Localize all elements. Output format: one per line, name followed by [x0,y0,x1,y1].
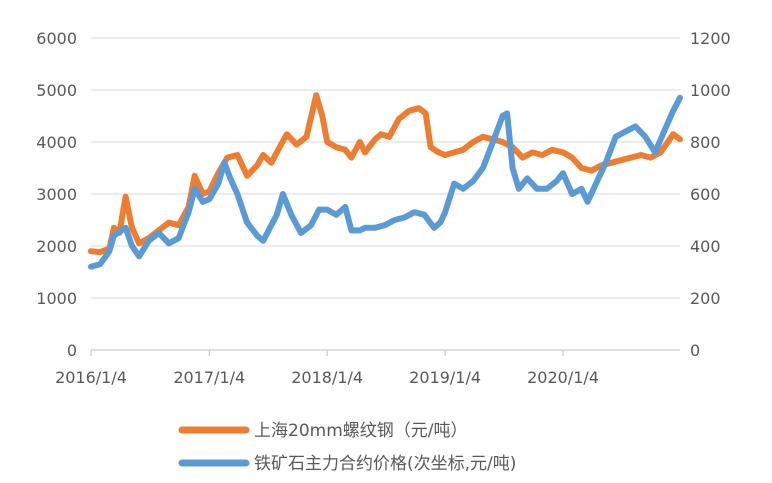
right-tick-label: 800 [690,133,721,152]
right-tick-label: 200 [690,289,721,308]
legend: 上海20mm螺纹钢（元/吨） 铁矿石主力合约价格(次坐标,元/吨) [178,421,516,474]
left-tick-label: 4000 [36,133,77,152]
left-tick-label: 6000 [36,29,77,48]
left-axis-tick-labels: 0 1000 2000 3000 4000 5000 6000 [36,29,77,360]
right-tick-label: 400 [690,237,721,256]
left-tick-label: 0 [67,341,77,360]
right-tick-label: 1200 [690,29,731,48]
legend-label-iron-ore: 铁矿石主力合约价格(次坐标,元/吨) [254,454,516,474]
left-tick-label: 1000 [36,289,77,308]
x-tick-label: 2019/1/4 [409,368,481,387]
right-tick-label: 0 [690,341,700,360]
series-line-iron-ore [88,94,683,270]
right-tick-label: 600 [690,185,721,204]
x-tick-label: 2016/1/4 [55,368,127,387]
right-tick-label: 1000 [690,81,731,100]
x-tick-label: 2018/1/4 [291,368,363,387]
left-tick-label: 3000 [36,185,77,204]
x-axis: 2016/1/4 2017/1/4 2018/1/4 2019/1/4 2020/1/4 [55,349,680,387]
legend-label-rebar: 上海20mm螺纹钢（元/吨） [254,421,467,441]
left-tick-label: 2000 [36,237,77,256]
series-lines [88,92,683,270]
x-tick-label: 2020/1/4 [527,368,599,387]
x-tick-label: 2017/1/4 [173,368,245,387]
right-axis-tick-labels: 0 200 400 600 800 1000 1200 [690,29,731,360]
series-line-rebar [88,92,683,256]
left-tick-label: 5000 [36,81,77,100]
